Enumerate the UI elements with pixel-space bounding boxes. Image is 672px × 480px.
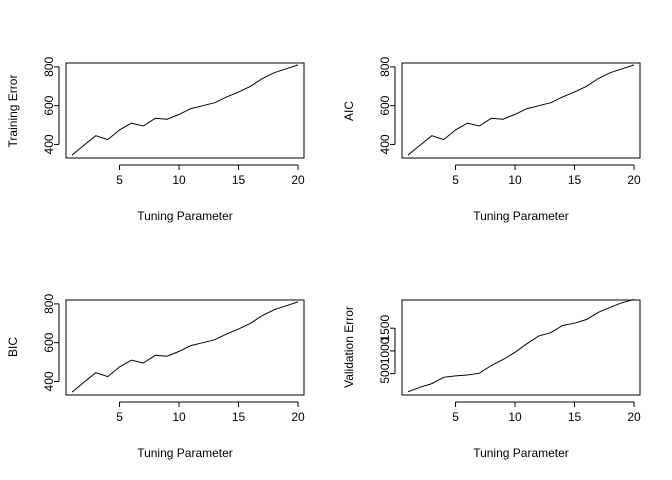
plot-frame — [401, 299, 641, 396]
x-tick-label: 20 — [291, 410, 305, 424]
plot-frame — [65, 299, 305, 396]
y-axis-label: Validation Error — [342, 306, 356, 388]
series-line — [71, 64, 299, 156]
y-tick-label: 600 — [42, 95, 56, 115]
y-axis-label: AIC — [342, 101, 356, 121]
y-tick-label: 600 — [42, 332, 56, 352]
x-tick-label: 15 — [568, 410, 582, 424]
x-tick-label: 10 — [172, 173, 186, 187]
x-tick-label: 20 — [627, 173, 641, 187]
x-tick-label: 5 — [116, 410, 123, 424]
x-tick-label: 15 — [232, 173, 246, 187]
x-axis-label: Tuning Parameter — [473, 446, 569, 460]
y-tick-label: 400 — [42, 134, 56, 154]
y-axis-label: Training Error — [6, 75, 20, 148]
x-tick-label: 5 — [116, 173, 123, 187]
y-tick-label: 500 — [378, 363, 392, 383]
y-tick-label: 800 — [42, 57, 56, 77]
y-tick-label: 400 — [378, 134, 392, 154]
x-axis-label: Tuning Parameter — [137, 446, 233, 460]
x-tick-label: 15 — [232, 410, 246, 424]
x-tick-label: 15 — [568, 173, 582, 187]
x-tick-label: 20 — [291, 173, 305, 187]
chart-panel-2: 5 10 15 20 400 600 800 Tuning Parameter AIC — [342, 57, 641, 223]
chart-panel-3: 5 10 15 20 400 600 800 Tuning Parameter BIC — [6, 294, 305, 460]
y-tick-label: 1000 — [378, 337, 392, 364]
series-line — [71, 301, 299, 393]
y-tick-label: 800 — [378, 57, 392, 77]
x-tick-label: 10 — [172, 410, 186, 424]
x-tick-label: 5 — [452, 173, 459, 187]
y-axis-label: BIC — [6, 337, 20, 357]
x-tick-label: 5 — [452, 410, 459, 424]
y-tick-label: 1500 — [378, 315, 392, 342]
x-axis-label: Tuning Parameter — [473, 209, 569, 223]
y-tick-label: 400 — [42, 371, 56, 391]
x-tick-label: 10 — [508, 173, 522, 187]
y-tick-label: 800 — [42, 294, 56, 314]
x-tick-label: 10 — [508, 410, 522, 424]
series-line — [407, 64, 635, 156]
chart-panel-1: 5 10 15 20 400 600 800 Tuning Parameter Training… — [6, 57, 305, 223]
x-axis-label: Tuning Parameter — [137, 209, 233, 223]
x-tick-label: 20 — [627, 410, 641, 424]
plot-frame — [401, 62, 641, 159]
series-line — [407, 299, 635, 393]
plot-frame — [65, 62, 305, 159]
y-tick-label: 600 — [378, 95, 392, 115]
